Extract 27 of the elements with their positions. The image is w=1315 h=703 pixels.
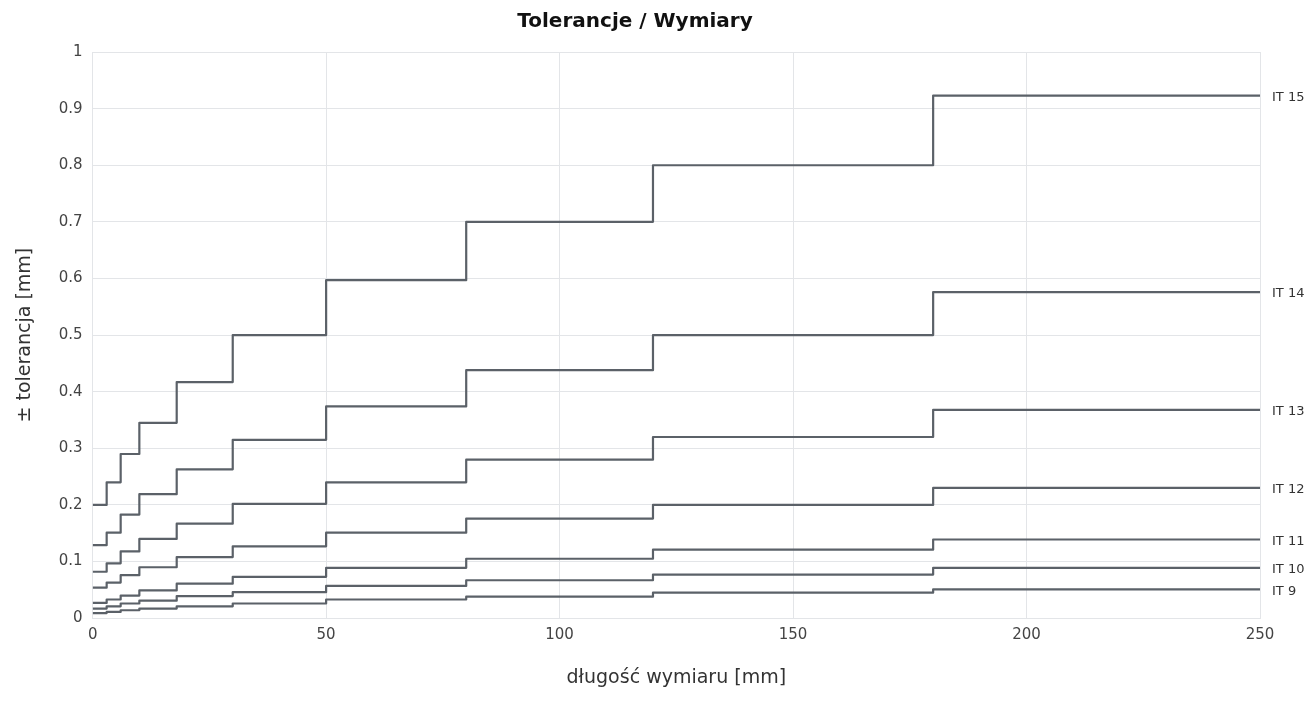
series-label: IT 11	[1272, 532, 1305, 548]
y-tick-label: 1	[73, 41, 83, 60]
x-tick-label: 100	[545, 625, 574, 644]
y-axis-title: ± tolerancja [mm]	[12, 247, 35, 423]
x-tick-label: 200	[1012, 625, 1041, 644]
y-tick-label: 0.2	[58, 494, 83, 513]
x-tick-label: 250	[1245, 625, 1275, 644]
y-tick-label: 0.8	[58, 155, 83, 174]
series-label: IT 12	[1272, 481, 1305, 497]
series-label: IT 9	[1272, 582, 1297, 598]
y-tick-label: 0.7	[58, 211, 83, 230]
x-tick-label: 150	[778, 625, 808, 644]
x-tick-label: 0	[87, 625, 98, 644]
y-tick-label: 0.5	[58, 324, 83, 343]
y-tick-label: 0.9	[58, 98, 83, 117]
series-label: IT 15	[1272, 88, 1305, 104]
series-label: IT 10	[1272, 561, 1305, 577]
x-axis-title: długość wymiaru [mm]	[566, 664, 787, 687]
y-tick-label: 0.4	[58, 381, 83, 400]
y-tick-label: 0	[73, 608, 83, 627]
y-tick-label: 0.1	[58, 551, 83, 570]
series-label: IT 13	[1272, 403, 1305, 419]
series-label: IT 14	[1272, 285, 1305, 301]
chart-title: Tolerancje / Wymiary	[517, 8, 753, 33]
x-tick-label: 50	[316, 625, 336, 644]
y-tick-label: 0.6	[58, 268, 83, 287]
y-tick-label: 0.3	[58, 438, 83, 457]
